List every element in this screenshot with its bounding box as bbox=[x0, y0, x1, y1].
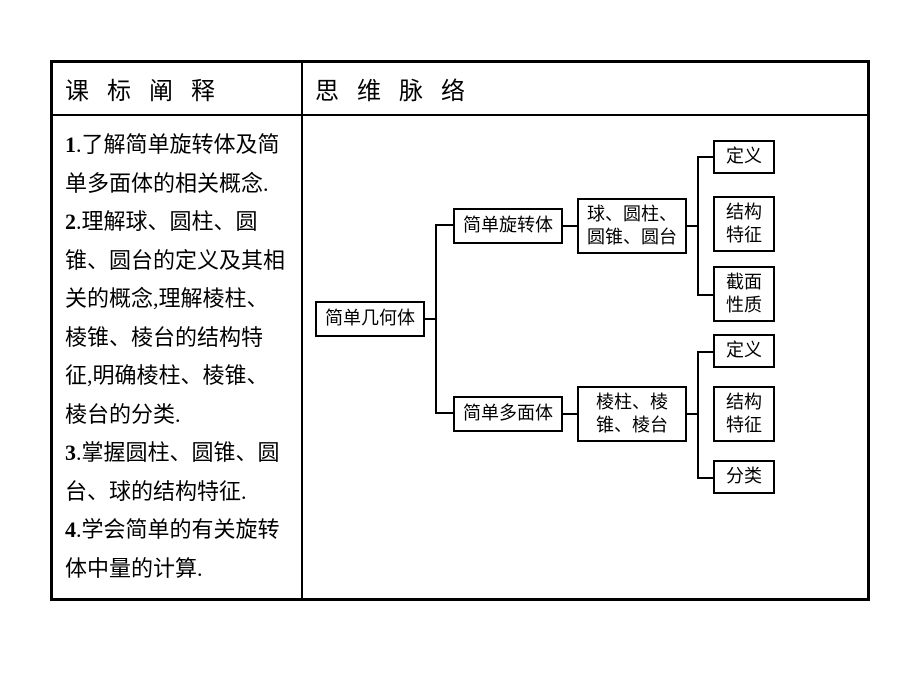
node-branch1: 简单旋转体 bbox=[453, 208, 563, 244]
objective-4: 4.学会简单的有关旋转体中量的计算. bbox=[65, 511, 289, 588]
num-3: 3 bbox=[65, 440, 76, 465]
num-1: 1 bbox=[65, 132, 76, 157]
line-b1-mid bbox=[687, 225, 697, 227]
text-1: .了解简单旋转体及简单多面体的相关概念. bbox=[65, 132, 280, 196]
bracket-root bbox=[435, 224, 453, 414]
node-root: 简单几何体 bbox=[315, 301, 425, 337]
node-branch2-sub: 棱柱、棱 锥、棱台 bbox=[577, 386, 687, 442]
objective-1: 1.了解简单旋转体及简单多面体的相关概念. bbox=[65, 126, 289, 203]
left-cell: 1.了解简单旋转体及简单多面体的相关概念. 2.理解球、圆柱、圆锥、圆台的定义及… bbox=[52, 115, 303, 600]
line-b2-mid bbox=[687, 413, 697, 415]
node-b2-leaf2: 结构 特征 bbox=[713, 386, 775, 442]
num-2: 2 bbox=[65, 209, 76, 234]
bracket-b1 bbox=[697, 156, 713, 296]
objectives-list: 1.了解简单旋转体及简单多面体的相关概念. 2.理解球、圆柱、圆锥、圆台的定义及… bbox=[65, 126, 289, 588]
num-4: 4 bbox=[65, 517, 76, 542]
node-b1-leaf2: 结构 特征 bbox=[713, 196, 775, 252]
node-b2-leaf1: 定义 bbox=[713, 334, 775, 368]
line-b2 bbox=[563, 413, 577, 415]
concept-diagram: 简单几何体 简单旋转体 球、圆柱、 圆锥、圆台 定义 结构 特征 截面 性质 简… bbox=[315, 136, 855, 506]
text-4: .学会简单的有关旋转体中量的计算. bbox=[65, 517, 280, 581]
objective-3: 3.掌握圆柱、圆锥、圆台、球的结构特征. bbox=[65, 434, 289, 511]
node-branch2: 简单多面体 bbox=[453, 396, 563, 432]
right-cell: 简单几何体 简单旋转体 球、圆柱、 圆锥、圆台 定义 结构 特征 截面 性质 简… bbox=[302, 115, 869, 600]
node-b1-leaf3: 截面 性质 bbox=[713, 266, 775, 322]
node-b2-leaf3: 分类 bbox=[713, 460, 775, 494]
header-right: 思维脉络 bbox=[302, 62, 869, 116]
node-branch1-sub: 球、圆柱、 圆锥、圆台 bbox=[577, 198, 687, 254]
line-root-mid bbox=[425, 318, 435, 320]
bracket-b2 bbox=[697, 351, 713, 479]
objective-2: 2.理解球、圆柱、圆锥、圆台的定义及其相关的概念,理解棱柱、棱锥、棱台的结构特征… bbox=[65, 203, 289, 434]
header-left: 课标阐释 bbox=[52, 62, 303, 116]
text-3: .掌握圆柱、圆锥、圆台、球的结构特征. bbox=[65, 440, 280, 504]
text-2: .理解球、圆柱、圆锥、圆台的定义及其相关的概念,理解棱柱、棱锥、棱台的结构特征,… bbox=[65, 209, 285, 427]
line-b1 bbox=[563, 225, 577, 227]
node-b1-leaf1: 定义 bbox=[713, 140, 775, 174]
